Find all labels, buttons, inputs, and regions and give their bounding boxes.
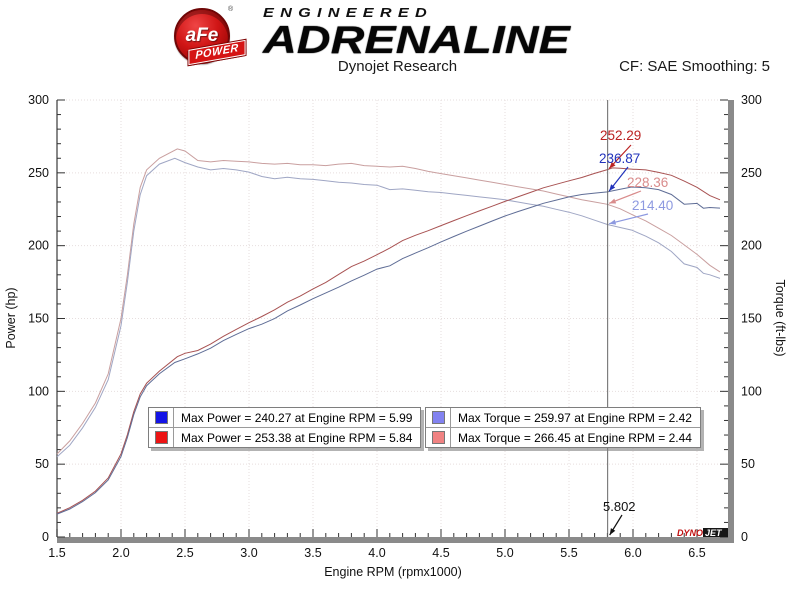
cursor-arrowhead (609, 528, 616, 535)
cursor-arrowhead (609, 162, 616, 169)
legend-row: Max Torque = 266.45 at Engine RPM = 2.44 (426, 427, 700, 447)
x-tick-label: 6.5 (688, 546, 705, 560)
cursor-arrowhead (609, 198, 617, 204)
x-tick-label: 5.0 (496, 546, 513, 560)
y-left-tick-label: 50 (35, 457, 49, 471)
cursor-value-label: 228.36 (627, 175, 668, 190)
y-right-bar (728, 100, 734, 543)
power-253-swatch (154, 431, 168, 444)
y-left-tick-label: 100 (28, 384, 49, 398)
legend-max-power: Max Power = 240.27 at Engine RPM = 5.99 … (148, 407, 422, 448)
torque-266-swatch (431, 431, 445, 444)
cursor-value-label: 236.87 (599, 151, 640, 166)
y-left-tick-label: 300 (28, 93, 49, 107)
brand-block: ENGINEERED ADRENALINE (263, 5, 570, 60)
power-curve-240 (56, 186, 721, 515)
cursor-rpm-label: 5.802 (603, 499, 636, 514)
y-right-tick-label: 100 (741, 384, 762, 398)
y-right-tick-label: 300 (741, 93, 762, 107)
y-right-tick-label: 50 (741, 457, 755, 471)
y-right-axis-title: Torque (ft-lbs) (773, 279, 787, 356)
x-tick-label: 2.5 (176, 546, 193, 560)
y-left-tick-label: 0 (42, 530, 49, 544)
legend-row: Max Power = 240.27 at Engine RPM = 5.99 (149, 408, 420, 427)
x-tick-label: 1.5 (48, 546, 65, 560)
x-tick-label: 4.5 (432, 546, 449, 560)
x-tick-label: 2.0 (112, 546, 129, 560)
torque-curve-260 (56, 157, 721, 458)
chart-title: Dynojet Research (337, 58, 458, 75)
x-tick-label: 3.0 (240, 546, 257, 560)
y-left-axis-title: Power (hp) (4, 287, 18, 348)
x-tick-label: 4.0 (368, 546, 385, 560)
x-axis-title: Engine RPM (rpmx1000) (324, 565, 462, 579)
x-tick-label: 5.5 (560, 546, 577, 560)
correction-factor-label: CF: SAE Smoothing: 5 (619, 58, 770, 75)
afe-logo-text: aFe (185, 25, 219, 46)
y-right-tick-label: 150 (741, 312, 762, 326)
dynojet-watermark-box (703, 528, 728, 537)
legend-label: Max Power = 240.27 at Engine RPM = 5.99 (181, 410, 413, 425)
cursor-value-label: 214.40 (632, 198, 673, 213)
x-tick-label: 6.0 (624, 546, 641, 560)
legend-label: Max Torque = 259.97 at Engine RPM = 2.42 (458, 410, 692, 425)
legend-label: Max Power = 253.38 at Engine RPM = 5.84 (181, 430, 413, 445)
y-right-tick-label: 250 (741, 166, 762, 180)
x-tick-label: 3.5 (304, 546, 321, 560)
power-240-swatch (154, 411, 168, 424)
registered-mark: ® (228, 6, 234, 13)
legend-row: Max Torque = 259.97 at Engine RPM = 2.42 (426, 408, 700, 427)
legend-row: Max Power = 253.38 at Engine RPM = 5.84 (149, 427, 421, 447)
dynojet-watermark-dyno: DYNO (677, 528, 703, 538)
cursor-value-label: 252.29 (600, 128, 641, 143)
brand-engineered: ENGINEERED (263, 5, 433, 20)
y-left-tick-label: 200 (28, 239, 49, 253)
cursor-arrowhead (609, 219, 617, 225)
y-right-tick-label: 200 (741, 239, 762, 253)
legend-max-torque: Max Torque = 259.97 at Engine RPM = 2.42… (425, 407, 701, 448)
legend-label: Max Torque = 266.45 at Engine RPM = 2.44 (458, 430, 692, 445)
dynojet-watermark-jet: JET (705, 528, 723, 538)
cursor-arrowhead (609, 184, 616, 191)
power-curve-253 (56, 167, 721, 514)
y-right-tick-label: 0 (741, 530, 748, 544)
x-axis-bar (57, 537, 734, 543)
y-left-tick-label: 250 (28, 166, 49, 180)
brand-adrenaline: ADRENALINE (263, 19, 570, 62)
afe-power-logo: aFe ® POWER (164, 3, 274, 69)
torque-260-swatch (431, 411, 445, 424)
y-left-tick-label: 150 (28, 312, 49, 326)
